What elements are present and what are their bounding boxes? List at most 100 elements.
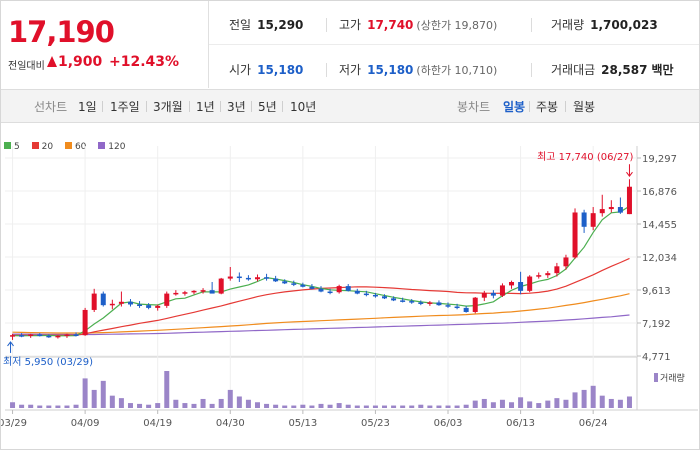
tab-monthly[interactable]: 월봉: [573, 100, 596, 114]
legend-swatch: [98, 142, 106, 149]
candle-body: [155, 305, 161, 308]
volume-bar: [490, 402, 496, 408]
high-arrow-head: [626, 171, 633, 178]
stat-sub: (상한가 19,870): [416, 19, 498, 32]
volume-bar: [273, 404, 279, 408]
candle-body: [10, 335, 16, 337]
volume-bar: [191, 403, 197, 408]
ma60-line: [12, 293, 630, 334]
candle-body: [245, 277, 251, 280]
candle-body: [91, 293, 97, 310]
volume-bar: [400, 405, 406, 408]
candle-body: [581, 212, 587, 227]
volume-bar: [590, 385, 596, 408]
y-tick-label: 4,771: [642, 352, 671, 363]
volume-bar: [28, 404, 34, 408]
divider: [326, 18, 327, 32]
stat-label: 거래대금: [551, 63, 596, 77]
candle-body: [309, 286, 315, 289]
volume-bar: [300, 404, 306, 408]
tab-daily[interactable]: 일봉: [503, 100, 526, 114]
volume-bar: [182, 403, 188, 408]
stat-low: 저가 15,180 (하한가 10,710): [339, 61, 497, 78]
stat-value: 15,180: [257, 63, 304, 77]
y-tick-label: 16,876: [642, 187, 677, 198]
stat-prev-close: 전일 15,290: [229, 16, 303, 33]
volume-bar: [55, 405, 61, 408]
tab-1y[interactable]: 1년: [196, 100, 215, 114]
volume-bar: [127, 403, 133, 408]
candle-body: [363, 293, 369, 296]
volume-bar: [354, 405, 360, 408]
candle-body: [617, 207, 623, 213]
tab-3m[interactable]: 3개월: [153, 100, 183, 114]
volume-bar: [173, 399, 179, 408]
candle-body: [554, 266, 560, 274]
volume-bar: [146, 404, 152, 408]
candle-body: [318, 288, 324, 292]
y-tick-label: 12,034: [642, 253, 677, 264]
stat-open: 시가 15,180: [229, 61, 303, 78]
x-tick-label: 06/24: [579, 418, 608, 429]
divider: [102, 101, 103, 112]
volume-bar: [554, 398, 560, 408]
volume-bar: [599, 395, 605, 408]
candle-body: [418, 302, 424, 304]
change-value: 1,900: [47, 54, 102, 70]
volume-bar: [164, 371, 170, 408]
ma5-line: [12, 205, 630, 337]
divider: [220, 101, 221, 112]
candle-body: [509, 281, 515, 286]
candle-body: [409, 301, 415, 303]
candle-body: [173, 292, 179, 295]
volume-bar: [472, 400, 478, 408]
tab-5y[interactable]: 5년: [258, 100, 277, 114]
tab-10y[interactable]: 10년: [290, 100, 317, 114]
tab-3y[interactable]: 3년: [227, 100, 246, 114]
candle-body: [82, 309, 88, 336]
candle-body: [372, 294, 378, 297]
candle-chart-label: 봉차트: [457, 100, 491, 114]
candle-body: [55, 335, 61, 338]
divider: [565, 101, 566, 112]
candle-body: [227, 276, 233, 279]
volume-bar: [264, 403, 270, 408]
x-tick-label: 03/29: [1, 418, 27, 429]
line-chart-label: 선차트: [34, 100, 68, 114]
volume-bar: [363, 405, 369, 408]
volume-bar: [10, 402, 16, 408]
stat-label: 거래량: [551, 18, 585, 32]
divider: [529, 101, 530, 112]
x-tick-label: 06/13: [506, 418, 535, 429]
volume-bar: [563, 399, 569, 408]
volume-bar: [509, 402, 515, 408]
candle-body: [218, 278, 224, 294]
volume-bar: [218, 398, 224, 408]
volume-bar: [336, 403, 342, 408]
volume-bar: [137, 403, 143, 408]
candle-body: [127, 301, 133, 305]
volume-bar: [345, 404, 351, 408]
candle-body: [563, 257, 569, 267]
divider: [209, 44, 699, 45]
volume-bar: [518, 397, 524, 408]
volume-bar: [254, 402, 260, 408]
candle-body: [490, 292, 496, 296]
y-tick-label: 19,297: [642, 154, 677, 165]
y-tick-label: 14,455: [642, 220, 677, 231]
chart-tab-bar: 선차트 1일 1주일 3개월 1년 3년 5년 10년 봉차트 일봉 주봉 월봉: [1, 89, 699, 123]
stat-high: 고가 17,740 (상한가 19,870): [339, 16, 497, 33]
tab-1w[interactable]: 1주일: [110, 100, 140, 114]
volume-bar: [545, 400, 551, 408]
volume-bar: [227, 389, 233, 408]
tab-weekly[interactable]: 주봉: [536, 100, 559, 114]
stat-value: 17,740: [367, 18, 414, 32]
candle-body: [336, 286, 342, 293]
volume-bar: [608, 398, 614, 408]
tab-1d[interactable]: 1일: [78, 100, 97, 114]
candle-body: [391, 298, 397, 301]
candle-body: [545, 273, 551, 276]
volume-bar: [527, 401, 533, 408]
